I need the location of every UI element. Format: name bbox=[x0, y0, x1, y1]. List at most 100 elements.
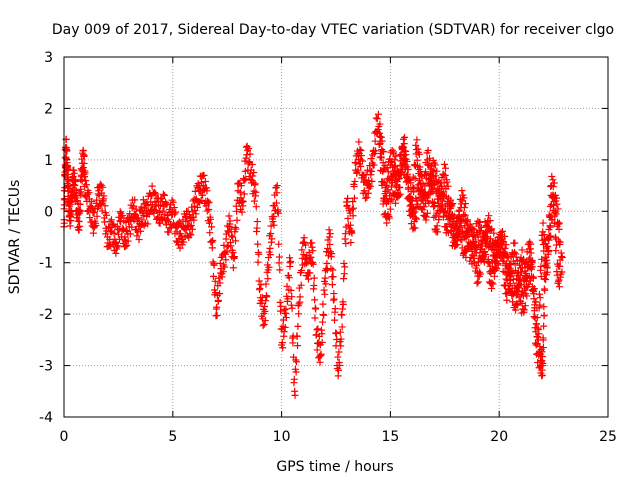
data-point bbox=[429, 181, 437, 189]
data-point bbox=[229, 264, 237, 272]
data-point bbox=[122, 227, 130, 235]
data-point bbox=[532, 341, 540, 349]
data-point bbox=[160, 191, 168, 199]
data-point bbox=[252, 188, 260, 196]
data-point bbox=[245, 145, 253, 153]
data-point bbox=[318, 330, 326, 338]
data-point bbox=[433, 167, 441, 175]
data-point bbox=[177, 220, 185, 228]
data-point bbox=[417, 179, 425, 187]
data-point bbox=[390, 148, 398, 156]
data-point bbox=[545, 248, 553, 256]
data-point bbox=[525, 280, 533, 288]
data-point bbox=[510, 248, 518, 256]
data-point bbox=[190, 216, 198, 224]
data-point bbox=[203, 187, 211, 195]
data-point bbox=[218, 273, 226, 281]
data-point bbox=[464, 216, 472, 224]
data-point bbox=[554, 220, 562, 228]
data-point bbox=[251, 180, 259, 188]
data-point bbox=[237, 194, 245, 202]
data-point bbox=[482, 250, 490, 258]
data-point bbox=[409, 183, 417, 191]
data-point bbox=[542, 276, 550, 284]
data-point bbox=[132, 205, 140, 213]
data-point bbox=[514, 287, 522, 295]
data-point bbox=[156, 219, 164, 227]
data-point bbox=[276, 298, 284, 306]
data-point bbox=[329, 296, 337, 304]
data-point bbox=[336, 361, 344, 369]
data-point bbox=[159, 207, 167, 215]
data-point bbox=[331, 305, 339, 313]
data-point bbox=[444, 198, 452, 206]
data-point bbox=[244, 146, 252, 154]
data-point bbox=[378, 167, 386, 175]
data-point bbox=[431, 201, 439, 209]
data-point bbox=[436, 207, 444, 215]
data-point bbox=[451, 242, 459, 250]
data-point bbox=[282, 305, 290, 313]
plot-frame bbox=[63, 56, 609, 418]
data-point bbox=[298, 246, 306, 254]
data-point bbox=[128, 223, 136, 231]
data-point bbox=[376, 120, 384, 128]
data-point bbox=[266, 244, 274, 252]
data-point bbox=[248, 160, 256, 168]
data-point bbox=[360, 187, 368, 195]
x-tick-label: 10 bbox=[273, 429, 291, 445]
data-point bbox=[64, 170, 72, 178]
data-point bbox=[124, 237, 132, 245]
data-point bbox=[391, 173, 399, 181]
data-point bbox=[320, 286, 328, 294]
data-point bbox=[287, 301, 295, 309]
data-point bbox=[336, 328, 344, 336]
data-point bbox=[219, 268, 227, 276]
data-point bbox=[305, 248, 313, 256]
data-point bbox=[380, 148, 388, 156]
data-point bbox=[348, 205, 356, 213]
data-point bbox=[309, 247, 317, 255]
data-point bbox=[197, 196, 205, 204]
data-point bbox=[523, 292, 531, 300]
data-point bbox=[549, 176, 557, 184]
data-point bbox=[530, 290, 538, 298]
data-point bbox=[431, 161, 439, 169]
data-point bbox=[558, 253, 566, 261]
data-point bbox=[309, 260, 317, 268]
data-point bbox=[501, 244, 509, 252]
data-point bbox=[223, 243, 231, 251]
data-point bbox=[176, 230, 184, 238]
data-point bbox=[205, 219, 213, 227]
y-tick-label: -3 bbox=[39, 359, 53, 375]
data-point bbox=[237, 182, 245, 190]
data-point bbox=[466, 220, 474, 228]
data-point bbox=[421, 182, 429, 190]
data-point bbox=[514, 301, 522, 309]
data-point bbox=[310, 281, 318, 289]
data-point bbox=[473, 262, 481, 270]
data-point bbox=[416, 163, 424, 171]
data-point bbox=[399, 143, 407, 151]
data-point bbox=[531, 301, 539, 309]
data-point bbox=[236, 188, 244, 196]
data-point bbox=[555, 283, 563, 291]
data-point bbox=[290, 375, 298, 383]
data-point bbox=[67, 200, 75, 208]
data-point bbox=[520, 306, 528, 314]
data-point bbox=[88, 198, 96, 206]
data-point bbox=[255, 277, 263, 285]
data-point bbox=[494, 261, 502, 269]
data-point bbox=[275, 240, 283, 248]
data-point bbox=[80, 159, 88, 167]
data-point bbox=[540, 322, 548, 330]
data-point bbox=[432, 172, 440, 180]
data-point bbox=[533, 320, 541, 328]
data-point bbox=[493, 265, 501, 273]
data-point bbox=[371, 137, 379, 145]
data-point bbox=[341, 230, 349, 238]
data-point bbox=[350, 194, 358, 202]
data-point bbox=[85, 189, 93, 197]
data-point bbox=[430, 203, 438, 211]
